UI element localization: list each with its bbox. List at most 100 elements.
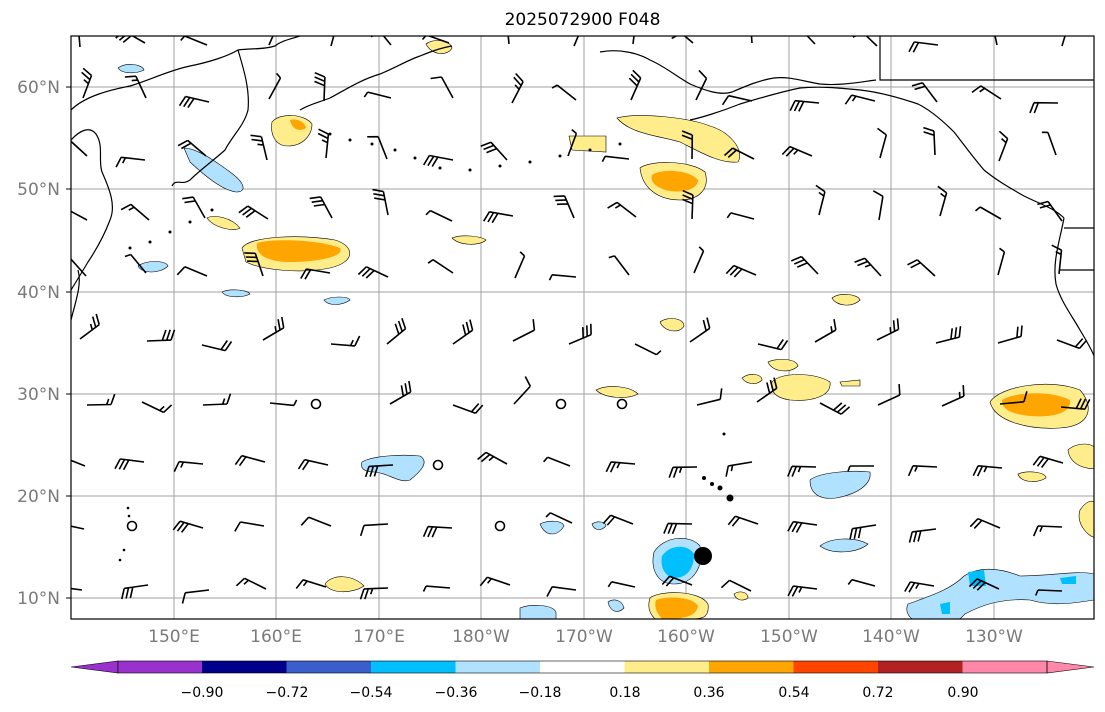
wind-barb bbox=[250, 134, 268, 161]
wind-barb bbox=[720, 579, 752, 592]
contour-negative bbox=[809, 470, 871, 499]
island-chains bbox=[118, 132, 734, 562]
island bbox=[127, 514, 131, 518]
calm-wind-circle bbox=[310, 398, 322, 410]
island bbox=[588, 148, 592, 152]
colorbar-tick-label: 0.72 bbox=[862, 685, 893, 701]
coastline-kamchatka bbox=[171, 49, 249, 187]
contour-positive bbox=[839, 379, 861, 387]
wind-barb bbox=[124, 75, 147, 99]
wind-barb bbox=[330, 335, 361, 347]
wind-barb bbox=[71, 525, 85, 530]
contour-negative-strong bbox=[968, 570, 986, 586]
lon-label-150e: 150°E bbox=[148, 627, 200, 647]
wind-barb bbox=[71, 459, 86, 467]
wind-barb bbox=[695, 69, 708, 101]
wind-barb bbox=[423, 154, 454, 167]
island bbox=[168, 230, 172, 234]
wind-barb bbox=[551, 84, 577, 101]
island bbox=[413, 156, 417, 160]
wind-barb bbox=[854, 257, 882, 277]
lon-label-140w: 140°W bbox=[862, 627, 920, 647]
calm-wind-circle bbox=[494, 520, 506, 532]
calm-wind-circle bbox=[126, 520, 138, 532]
wind-barb bbox=[750, 36, 753, 44]
contour-negative bbox=[607, 599, 625, 612]
calm-wind-circle bbox=[616, 398, 628, 410]
wind-barb bbox=[176, 266, 208, 277]
contour-positive-strong bbox=[655, 597, 698, 619]
calm-circles bbox=[126, 398, 628, 532]
island bbox=[328, 132, 332, 136]
colorbar-outline bbox=[117, 660, 1048, 674]
wind-barb bbox=[115, 156, 146, 168]
colorbar-tick-label: −0.36 bbox=[435, 685, 478, 701]
wind-barb bbox=[553, 195, 575, 219]
island bbox=[348, 138, 352, 142]
lat-label-60n: 60°N bbox=[17, 78, 60, 98]
contour-positive bbox=[1078, 500, 1094, 538]
wind-barb bbox=[726, 212, 755, 220]
wind-barb bbox=[452, 319, 474, 345]
contour-negative bbox=[183, 147, 244, 193]
contour-positive-strong bbox=[1002, 393, 1071, 417]
wind-barb bbox=[427, 259, 454, 274]
wind-barb bbox=[364, 464, 394, 478]
wind-barb bbox=[173, 460, 204, 472]
contour-positive bbox=[659, 318, 685, 332]
coastline-japan bbox=[71, 269, 80, 321]
wind-barb bbox=[972, 465, 1003, 477]
wind-barb bbox=[114, 458, 145, 471]
island-hawaii bbox=[726, 494, 734, 502]
wind-barb bbox=[908, 528, 937, 543]
wind-barb bbox=[998, 130, 1009, 162]
island bbox=[558, 154, 562, 158]
island bbox=[126, 506, 130, 510]
wind-barb bbox=[78, 36, 81, 48]
contour-negative-strong bbox=[661, 546, 694, 578]
map-area bbox=[71, 36, 1094, 619]
wind-barb bbox=[269, 399, 298, 407]
wind-barb bbox=[847, 465, 874, 472]
contour-negative bbox=[819, 538, 869, 553]
wind-barb bbox=[238, 205, 269, 220]
colorbar-segment bbox=[371, 661, 456, 673]
island-hawaii bbox=[702, 476, 706, 480]
wind-barb bbox=[999, 391, 1028, 405]
colorbar-segment bbox=[455, 661, 541, 673]
wind-barbs bbox=[71, 36, 1091, 604]
wind-barb bbox=[546, 586, 577, 597]
wind-barb bbox=[814, 318, 837, 343]
wind-barb bbox=[911, 82, 938, 103]
wind-barb bbox=[71, 140, 88, 157]
wind-barb bbox=[567, 128, 578, 157]
colorbar-tick-label: −0.72 bbox=[266, 685, 309, 701]
wind-barb bbox=[300, 516, 332, 527]
wind-barb bbox=[819, 402, 851, 415]
wind-barb bbox=[314, 71, 326, 102]
wind-barb bbox=[483, 211, 514, 224]
wind-barb bbox=[661, 575, 693, 587]
lon-label-170w: 170°W bbox=[555, 627, 613, 647]
wind-barb bbox=[1034, 589, 1063, 596]
colorbar-segment bbox=[540, 661, 625, 673]
wind-barb bbox=[849, 524, 877, 540]
wind-barb bbox=[141, 401, 173, 414]
wind-barb bbox=[693, 246, 705, 274]
colorbar-segment bbox=[624, 661, 710, 673]
wind-barb bbox=[689, 317, 711, 343]
wind-barb bbox=[607, 581, 636, 588]
contour-positive bbox=[206, 216, 241, 230]
wind-barb bbox=[971, 85, 1002, 100]
wind-barb bbox=[935, 326, 962, 344]
coastlines bbox=[71, 36, 1094, 357]
contour-positive-strong bbox=[256, 240, 341, 262]
wind-barb bbox=[202, 393, 232, 406]
island bbox=[148, 240, 152, 244]
island bbox=[210, 208, 214, 212]
island bbox=[118, 558, 122, 562]
coastline-chukotka bbox=[299, 45, 453, 111]
wind-barb bbox=[479, 576, 511, 587]
wind-barb bbox=[602, 514, 634, 526]
colorbar-tick-label: −0.18 bbox=[519, 685, 562, 701]
